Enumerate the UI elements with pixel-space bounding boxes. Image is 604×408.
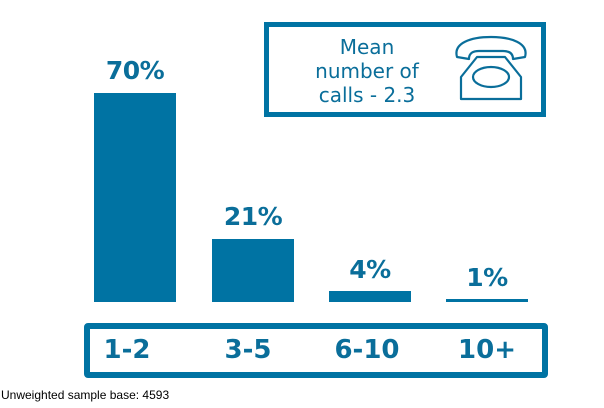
telephone-icon bbox=[455, 35, 527, 101]
bar-10-plus bbox=[446, 299, 528, 302]
value-label-3-5: 21% bbox=[223, 202, 283, 231]
mean-calls-text: Mean number of calls - 2.3 bbox=[297, 35, 437, 107]
mean-line-2: number of bbox=[315, 59, 419, 83]
bar-3-5 bbox=[212, 239, 294, 302]
category-3-5: 3-5 bbox=[224, 335, 272, 365]
value-label-1-2: 70% bbox=[105, 56, 165, 85]
bar-1-2 bbox=[94, 93, 176, 302]
category-1-2: 1-2 bbox=[103, 335, 151, 365]
value-label-6-10: 4% bbox=[349, 255, 391, 284]
value-label-10-plus: 1% bbox=[466, 263, 508, 292]
mean-line-1: Mean bbox=[339, 35, 395, 59]
sample-base-footnote: Unweighted sample base: 4593 bbox=[1, 388, 170, 402]
category-6-10: 6-10 bbox=[334, 335, 400, 365]
mean-calls-box: Mean number of calls - 2.3 bbox=[264, 22, 546, 117]
category-axis-box: 1-2 3-5 6-10 10+ bbox=[84, 323, 548, 378]
category-10-plus: 10+ bbox=[458, 335, 516, 365]
mean-line-3: calls - 2.3 bbox=[318, 83, 416, 107]
bar-6-10 bbox=[329, 291, 411, 302]
